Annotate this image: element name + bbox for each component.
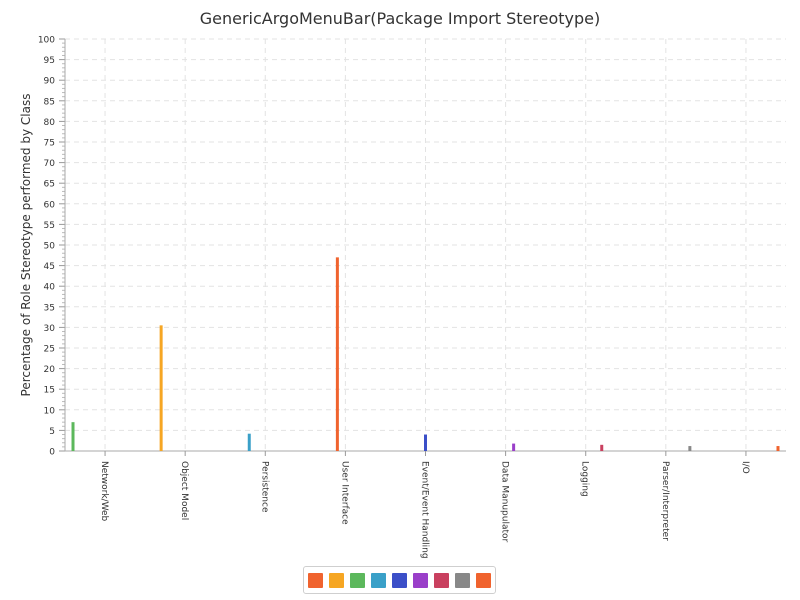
bar: [512, 443, 516, 451]
bar: [71, 422, 75, 451]
y-tick-label: 100: [38, 36, 55, 46]
x-tick-labels: Network/Web Object Model Persistence User I…: [99, 461, 750, 559]
y-tick-label: 25: [44, 345, 55, 355]
legend-swatch: [434, 572, 449, 588]
y-tick-label: 65: [44, 180, 55, 190]
legend-swatch: [392, 572, 407, 588]
bar: [424, 434, 427, 451]
bar: [159, 325, 163, 451]
legend-swatch: [308, 572, 323, 588]
y-tick-label: 50: [44, 242, 56, 252]
bar: [247, 433, 251, 451]
chart-title: GenericArgoMenuBar(Package Import Stereo…: [200, 9, 600, 28]
legend-swatch: [413, 572, 428, 588]
y-axis-label: Percentage of Role Stereotype performed …: [19, 94, 33, 397]
x-tick-label: User Interface: [339, 461, 349, 525]
y-tick-label: 70: [44, 159, 56, 169]
bar: [600, 444, 604, 451]
legend-swatch: [476, 572, 491, 588]
y-tick-label: 30: [44, 324, 56, 334]
bar: [776, 446, 780, 451]
y-tick-label: 85: [44, 97, 55, 107]
x-tick-label: Logging: [580, 461, 590, 497]
y-tick-label: 60: [44, 200, 56, 210]
y-tick-label: 90: [44, 77, 56, 87]
y-tick-label: 80: [44, 118, 56, 128]
y-tick-label: 45: [44, 262, 55, 272]
y-axis: 0 5 10 15 20 25 30 35 40 45 50 55 60 65 70 75 80 85 90 95 10…: [38, 36, 66, 458]
bar: [335, 257, 339, 451]
bars: [71, 257, 780, 451]
x-tick-label: Object Model: [179, 461, 189, 520]
y-tick-label: 95: [44, 56, 55, 66]
x-axis: [65, 450, 786, 456]
x-tick-label: Event/Event Handling: [420, 461, 430, 559]
x-tick-label: Parser/Interpreter: [660, 461, 670, 541]
x-tick-label: I/O: [740, 461, 750, 474]
legend-swatch: [371, 572, 386, 588]
legend-swatch: [350, 572, 365, 588]
y-tick-label: 15: [44, 386, 55, 396]
y-tick-label: 55: [44, 221, 55, 231]
legend-swatch: [455, 572, 470, 588]
y-tick-label: 35: [44, 303, 55, 313]
x-tick-label: Network/Web: [99, 461, 109, 522]
x-tick-label: Data Manupulator: [500, 461, 510, 543]
y-tick-label: 10: [44, 406, 56, 416]
grid-lines: [65, 38, 786, 451]
y-tick-label: 5: [49, 427, 55, 437]
legend-swatch: [329, 572, 344, 588]
x-tick-label: Persistence: [259, 461, 269, 513]
y-tick-label: 20: [44, 365, 56, 375]
y-tick-label: 40: [44, 283, 56, 293]
y-tick-label: 0: [49, 448, 55, 458]
bar: [688, 446, 692, 451]
y-tick-label: 75: [44, 139, 55, 149]
legend: [303, 566, 496, 594]
